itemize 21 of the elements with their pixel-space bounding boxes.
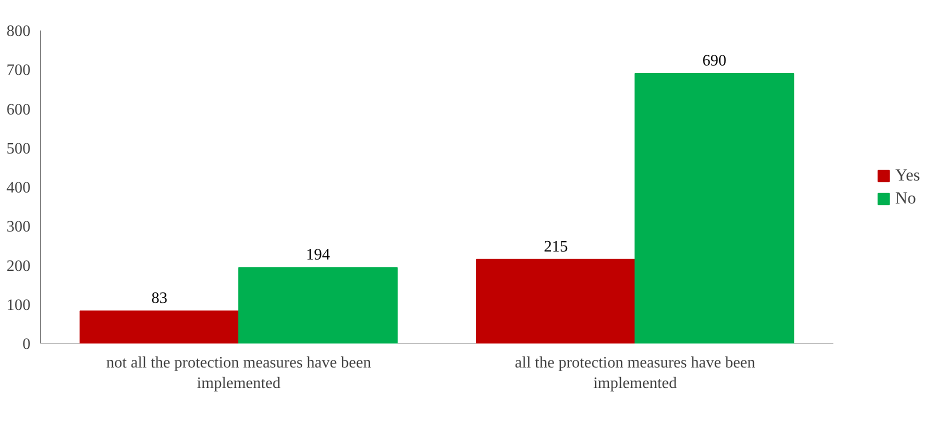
data-label: 215: [544, 238, 568, 256]
y-tick-label: 300: [6, 218, 30, 236]
bar: [238, 267, 398, 344]
y-tick-label: 800: [6, 23, 30, 40]
y-tick-label: 200: [6, 258, 30, 275]
y-tick-label: 100: [6, 296, 30, 314]
bar: [80, 310, 240, 344]
bar: [476, 258, 636, 344]
y-tick-label: 600: [6, 101, 30, 118]
y-tick-label: 500: [6, 140, 30, 158]
bar: [634, 73, 794, 344]
data-label: 83: [151, 290, 168, 308]
y-tick-label: 400: [6, 180, 30, 196]
y-tick-label: 0: [22, 336, 30, 353]
x-tick-label: all the protection measures have been implemented: [514, 354, 756, 392]
legend-label: Yes: [895, 165, 920, 185]
data-label: 690: [702, 52, 726, 70]
y-tick-label: 700: [6, 62, 30, 80]
x-tick-label: not all the protection measures have been implemented: [106, 354, 372, 392]
legend-label: No: [895, 188, 916, 208]
data-label: 194: [306, 246, 330, 264]
